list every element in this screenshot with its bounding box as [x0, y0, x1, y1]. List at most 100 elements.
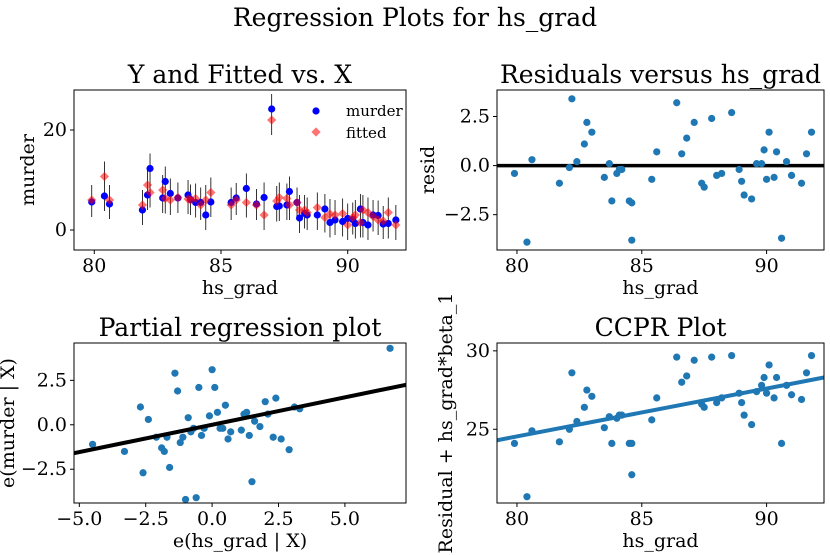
data-point — [197, 431, 206, 440]
data-point — [144, 415, 152, 424]
data-point — [628, 236, 636, 244]
fit-line — [497, 375, 824, 443]
data-point — [173, 387, 182, 395]
y-tick-label: 25 — [466, 418, 490, 440]
x-tick-label: 90 — [754, 508, 778, 530]
data-point — [735, 165, 743, 174]
x-tick-label: 80 — [82, 255, 106, 277]
data-point — [700, 403, 708, 411]
fitted-point — [355, 217, 365, 228]
fitted-point — [284, 200, 295, 210]
data-point — [673, 353, 681, 361]
y-tick-label: −2.5 — [21, 458, 67, 480]
data-point — [772, 373, 781, 382]
data-point — [753, 160, 761, 168]
murder-point — [313, 211, 321, 219]
y-axis-label: resid — [417, 146, 439, 194]
data-point — [772, 148, 781, 156]
data-point — [528, 156, 536, 164]
data-point — [628, 471, 636, 479]
x-tick-label: 2.5 — [263, 508, 293, 530]
subplot-1: Y and Fitted vs. X hs_grad murder 80 85 90 0 20… — [17, 60, 407, 299]
data-point — [628, 199, 636, 207]
data-point — [184, 414, 192, 422]
murder-point — [364, 221, 372, 229]
y-tick-label: −2.5 — [444, 204, 490, 226]
legend-murder-label: murder — [346, 102, 404, 120]
fitted-point — [294, 205, 305, 215]
fitted-point — [191, 193, 201, 204]
fit-line — [74, 382, 406, 456]
x-tick-label: 85 — [630, 255, 654, 277]
data-point — [802, 369, 811, 377]
fitted-point — [343, 220, 353, 230]
murder-point — [166, 189, 174, 198]
data-point — [653, 394, 661, 402]
plot-area — [74, 344, 406, 503]
data-point — [618, 165, 626, 174]
data-point — [628, 439, 636, 447]
murder-point — [138, 206, 147, 214]
data-point — [757, 160, 766, 168]
data-point — [565, 163, 573, 172]
data-point — [256, 422, 264, 431]
murder-point — [268, 105, 276, 113]
data-point — [648, 175, 656, 183]
x-tick-label: −2.5 — [123, 508, 169, 530]
axes-frame — [73, 89, 407, 251]
data-point — [583, 118, 591, 126]
fitted-point — [330, 210, 340, 220]
murder-point — [146, 164, 154, 173]
data-point — [176, 438, 184, 447]
axes-frame — [496, 89, 825, 251]
fitted-point — [378, 216, 388, 226]
murder-point — [260, 193, 268, 202]
data-point — [762, 389, 771, 397]
data-point — [272, 394, 280, 402]
subplot-title: CCPR Plot — [595, 313, 727, 342]
fitted-point — [272, 196, 282, 206]
data-point — [580, 403, 588, 411]
data-point — [718, 169, 726, 178]
data-point — [219, 424, 227, 432]
plot-area — [497, 95, 824, 246]
fitted-point — [231, 195, 241, 205]
fitted-point — [302, 207, 312, 218]
data-point — [573, 158, 581, 166]
data-point — [555, 179, 564, 187]
subplot-2: Residuals versus hs_grad hs_grad resid 80 85… — [417, 60, 825, 299]
murder-point — [202, 211, 210, 219]
x-axis-label: hs_grad — [202, 277, 278, 299]
data-point — [608, 439, 616, 447]
y-axis-label: murder — [17, 133, 39, 206]
data-point — [277, 435, 285, 443]
y-tick-label: 20 — [43, 119, 67, 141]
legend-fitted-label: fitted — [346, 124, 387, 142]
data-point — [181, 495, 190, 503]
fitted-point — [241, 197, 251, 208]
data-point — [690, 118, 698, 126]
x-axis-label: hs_grad — [622, 530, 698, 552]
figure-suptitle: Regression Plots for hs_grad — [233, 3, 597, 32]
data-point — [787, 391, 796, 399]
murder-point — [321, 205, 329, 213]
data-point — [762, 175, 771, 183]
murder-point — [100, 192, 109, 200]
data-point — [88, 440, 97, 448]
plot-area — [87, 94, 401, 240]
data-point — [740, 411, 748, 419]
data-point — [683, 134, 691, 142]
fitted-point — [137, 200, 148, 210]
fitted-point — [251, 200, 262, 210]
y-tick-label: 0.0 — [37, 414, 67, 436]
fitted-point — [226, 200, 236, 210]
x-tick-label: 85 — [630, 508, 654, 530]
legend: murder fitted — [311, 102, 404, 142]
data-point — [139, 469, 147, 477]
x-tick-label: 0.0 — [197, 508, 227, 530]
data-point — [713, 399, 721, 407]
fitted-point — [383, 207, 393, 218]
data-point — [224, 435, 232, 443]
data-point — [568, 369, 576, 377]
data-point — [738, 399, 746, 407]
